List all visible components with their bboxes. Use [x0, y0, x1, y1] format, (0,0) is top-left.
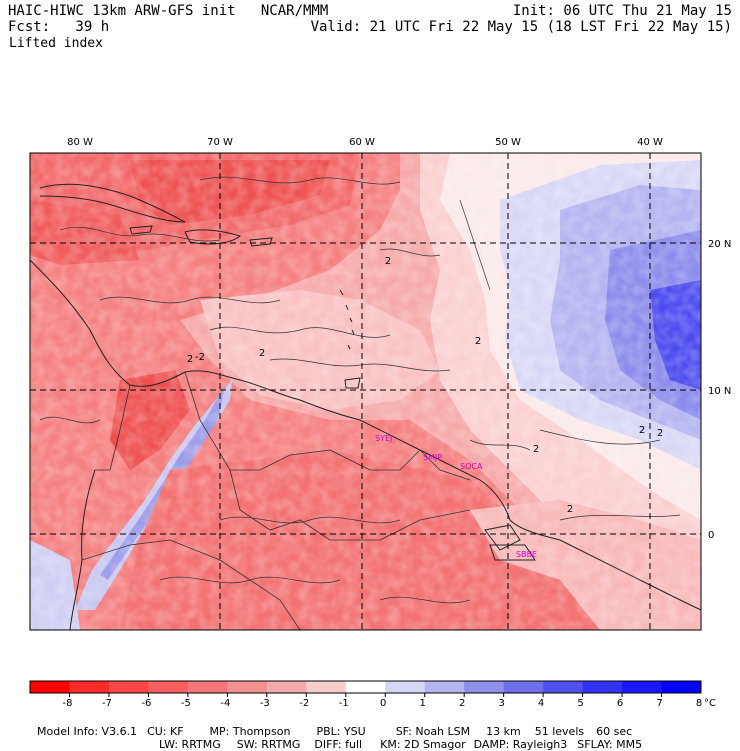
colorbar-tick-label: -6: [141, 698, 151, 709]
footer-line-1: Model Info: V3.6.1 CU: KF MP: Thompson PBL:…: [30, 712, 632, 738]
lat-label: 10 N: [708, 386, 731, 397]
lat-label: 20 N: [708, 239, 731, 250]
colorbar-tick-label: -2: [299, 698, 309, 709]
colorbar-tick-label: 6: [617, 698, 623, 709]
lon-label: 70 W: [207, 137, 233, 148]
colorbar-tick-label: 3: [498, 698, 504, 709]
footer-res: 13 km: [486, 725, 521, 738]
colorbar-swatch: [266, 681, 307, 693]
forecast-hour: Fcst: 39 h: [8, 19, 110, 35]
footer-model-info: Model Info: V3.6.1: [37, 725, 138, 738]
lon-label: 80 W: [67, 137, 93, 148]
colorbar-swatch: [306, 681, 347, 693]
colorbar-swatch: [345, 681, 386, 693]
contour-label: 2: [533, 444, 539, 455]
colorbar-swatch: [30, 681, 70, 693]
colorbar-swatch: [464, 681, 505, 693]
colorbar-tick-label: -8: [62, 698, 72, 709]
colorbar-swatch: [424, 681, 465, 693]
colorbar-unit: °C: [704, 698, 716, 709]
colorbar-swatch: [148, 681, 189, 693]
footer-sf: SF: Noah LSM: [395, 725, 471, 738]
footer-timestep: 60 sec: [596, 725, 633, 738]
colorbar-swatch: [503, 681, 544, 693]
lat-label: 0: [708, 530, 714, 541]
contour-label: 2: [475, 336, 481, 347]
contour-label: 2: [639, 425, 645, 436]
contour-label: 2: [567, 504, 573, 515]
colorbar-tick-label: 8: [696, 698, 702, 709]
colorbar-swatch: [385, 681, 426, 693]
model-title: HAIC-HIWC 13km ARW-GFS init NCAR/MMM: [8, 3, 329, 19]
colorbar-frame: [29, 680, 702, 694]
colorbar-tick-label: 1: [420, 698, 426, 709]
init-time: Init: 06 UTC Thu 21 May 15: [512, 3, 732, 19]
footer-line-2: LW: RRTMG SW: RRTMG DIFF: full KM: 2D Smago…: [152, 725, 642, 751]
footer-cu: CU: KF: [147, 725, 184, 738]
colorbar-tick-label: -4: [220, 698, 230, 709]
valid-time: Valid: 21 UTC Fri 22 May 15 (18 LST Fri …: [310, 19, 732, 35]
city-label: SOCA: [460, 462, 483, 471]
contour-label: -2: [195, 352, 205, 363]
lon-label: 60 W: [349, 137, 375, 148]
footer-levels: 51 levels: [534, 725, 585, 738]
field-name: Lifted index: [9, 36, 103, 51]
footer-mp: MP: Thompson: [209, 725, 291, 738]
colorbar-swatch: [108, 681, 149, 693]
shaded-field: [30, 153, 701, 630]
city-label: SYEJ: [375, 434, 392, 443]
footer-pbl: PBL: YSU: [316, 725, 366, 738]
colorbar-tick-label: -7: [102, 698, 112, 709]
colorbar-tick-label: -1: [339, 698, 349, 709]
colorbar-swatch: [582, 681, 623, 693]
city-label: SMJP: [423, 453, 442, 462]
colorbar-tick-label: 2: [459, 698, 465, 709]
lon-label: 50 W: [495, 137, 521, 148]
colorbar-swatch: [622, 681, 663, 693]
colorbar-tick-label: 7: [656, 698, 662, 709]
colorbar-tick-label: -5: [181, 698, 191, 709]
colorbar-tick-label: 5: [577, 698, 583, 709]
contour-label: 2: [385, 256, 391, 267]
colorbar-swatch: [661, 681, 702, 693]
city-label: SBBE: [516, 550, 537, 559]
colorbar-swatch: [227, 681, 268, 693]
contour-label: 2: [259, 348, 265, 359]
colorbar-tick-label: 0: [380, 698, 386, 709]
colorbar-swatch: [69, 681, 110, 693]
colorbar-tick-label: -3: [260, 698, 270, 709]
colorbar-tick-label: 4: [538, 698, 544, 709]
colorbar-swatch: [187, 681, 228, 693]
contour-label: 2: [187, 354, 193, 365]
map-frame: [29, 152, 702, 631]
colorbar-swatch: [543, 681, 584, 693]
contour-label: 2: [657, 428, 663, 439]
colorbar: -8 -7 -6 -5 -4 -3 -2 -1 0 1 2 3 4 5 6 7 8 °C: [29, 680, 716, 709]
lon-label: 40 W: [637, 137, 663, 148]
